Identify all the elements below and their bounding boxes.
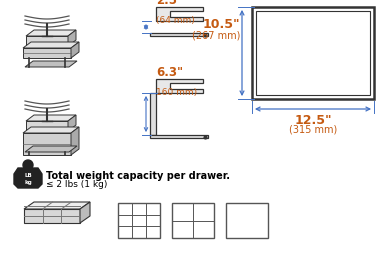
Polygon shape xyxy=(25,62,77,68)
Text: LB: LB xyxy=(24,173,32,178)
Bar xyxy=(118,203,160,238)
Bar xyxy=(252,8,374,100)
Polygon shape xyxy=(14,168,42,188)
Bar xyxy=(26,37,68,47)
Polygon shape xyxy=(71,43,79,59)
Text: 10.5": 10.5" xyxy=(202,18,240,31)
Bar xyxy=(172,203,214,238)
Text: 12.5": 12.5" xyxy=(294,114,332,126)
Text: 6.3": 6.3" xyxy=(156,66,183,79)
Bar xyxy=(24,209,80,223)
Polygon shape xyxy=(68,31,76,47)
Bar xyxy=(26,121,68,132)
Bar xyxy=(25,164,31,169)
Bar xyxy=(226,203,268,238)
Polygon shape xyxy=(25,146,77,152)
Text: (64 mm): (64 mm) xyxy=(156,16,195,25)
Text: (267 mm): (267 mm) xyxy=(192,30,240,40)
Text: Total weight capacity per drawer.: Total weight capacity per drawer. xyxy=(46,170,230,180)
Circle shape xyxy=(23,160,33,170)
Polygon shape xyxy=(23,43,79,49)
Polygon shape xyxy=(23,128,79,133)
Polygon shape xyxy=(24,202,90,209)
Text: kg: kg xyxy=(24,180,32,185)
Polygon shape xyxy=(26,31,76,37)
Bar xyxy=(150,34,208,37)
Polygon shape xyxy=(80,202,90,223)
Bar xyxy=(23,49,71,59)
Bar xyxy=(256,12,370,96)
Text: 2.5": 2.5" xyxy=(156,0,183,7)
Bar xyxy=(23,133,71,155)
Polygon shape xyxy=(68,116,76,132)
Bar xyxy=(150,94,156,135)
Text: 160 mm): 160 mm) xyxy=(156,88,197,97)
Bar xyxy=(150,135,208,138)
Text: ≤ 2 lbs (1 kg): ≤ 2 lbs (1 kg) xyxy=(46,179,107,188)
Text: (315 mm): (315 mm) xyxy=(289,124,337,134)
Polygon shape xyxy=(26,116,76,121)
Polygon shape xyxy=(156,8,203,22)
Polygon shape xyxy=(71,128,79,155)
Polygon shape xyxy=(156,80,203,94)
